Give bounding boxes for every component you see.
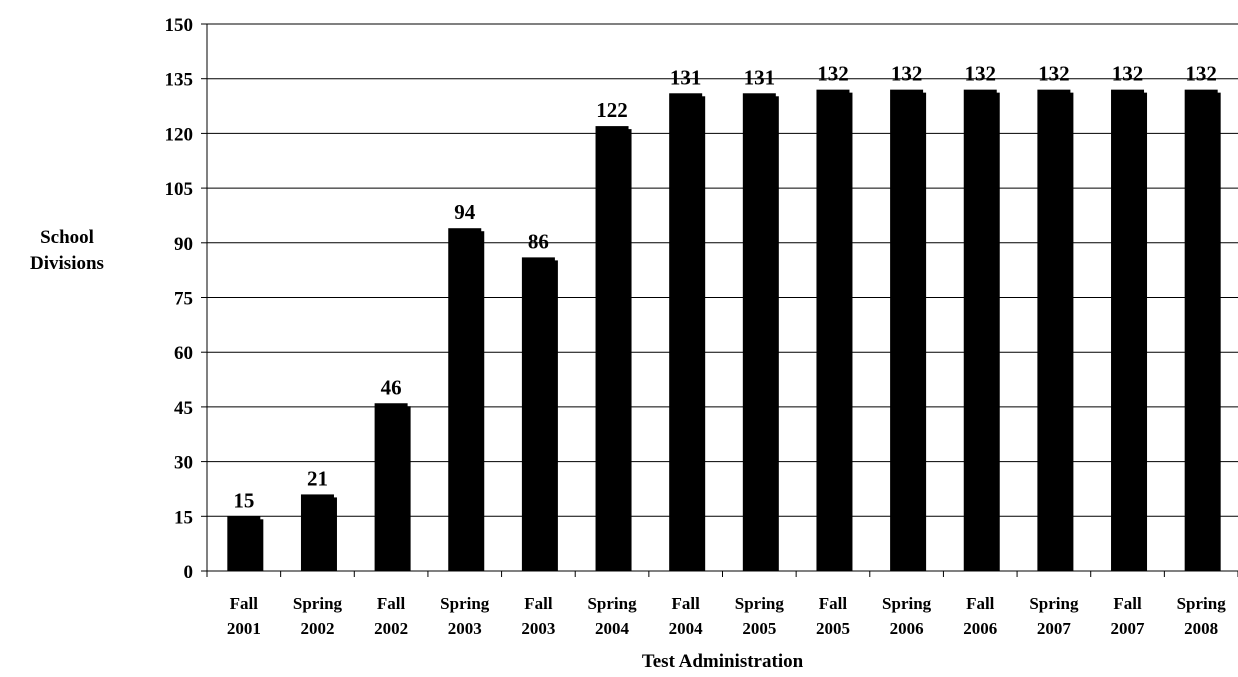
data-label: 46 xyxy=(381,375,402,399)
bar xyxy=(890,89,924,571)
x-tick-label: Fall xyxy=(966,594,995,613)
data-label: 132 xyxy=(1112,62,1144,86)
x-tick-label: Fall xyxy=(524,594,553,613)
y-tick-label: 15 xyxy=(174,507,193,528)
data-label: 132 xyxy=(1185,62,1217,86)
x-tick-label: Fall xyxy=(1113,594,1142,613)
bar xyxy=(669,93,703,571)
data-label: 131 xyxy=(744,65,776,89)
gridlines xyxy=(207,23,1238,517)
data-label: 94 xyxy=(454,200,476,224)
labels: 0 15 30 45 60 75 90 105 120 135 150 15 Fall 2001 21 Spr… xyxy=(165,15,1227,638)
x-tick-label: 2002 xyxy=(300,619,334,638)
x-tick-label: 2004 xyxy=(595,619,630,638)
bar xyxy=(1111,89,1145,571)
x-tick-label: 2003 xyxy=(448,619,482,638)
bar xyxy=(595,126,629,572)
data-label: 132 xyxy=(817,62,849,86)
y-tick-label: 60 xyxy=(174,343,193,364)
x-tick-label: 2005 xyxy=(816,619,850,638)
data-label: 132 xyxy=(891,62,923,86)
x-tick-label: 2003 xyxy=(521,619,555,638)
axes xyxy=(201,23,1238,577)
bar xyxy=(1184,89,1218,571)
x-tick-label: Fall xyxy=(377,594,406,613)
bar xyxy=(521,257,555,571)
bars xyxy=(227,89,1221,572)
x-tick-label: 2006 xyxy=(890,619,924,638)
data-label: 21 xyxy=(307,466,328,490)
x-tick-label: Spring xyxy=(440,594,490,613)
x-tick-label: Fall xyxy=(230,594,259,613)
x-tick-label: 2001 xyxy=(227,619,261,638)
x-tick-label: 2006 xyxy=(963,619,997,638)
x-tick-label: 2005 xyxy=(742,619,776,638)
y-tick-label: 150 xyxy=(165,15,194,36)
bar xyxy=(300,494,334,571)
x-tick-label: Spring xyxy=(587,594,637,613)
x-tick-label: 2002 xyxy=(374,619,408,638)
y-tick-label: 135 xyxy=(165,70,194,91)
y-tick-label: 105 xyxy=(165,179,194,200)
x-tick-label: Fall xyxy=(672,594,701,613)
x-tick-label: Spring xyxy=(735,594,785,613)
data-label: 132 xyxy=(1038,62,1070,86)
y-tick-label: 30 xyxy=(174,453,193,474)
y-tick-label: 0 xyxy=(184,562,194,583)
x-tick-label: Fall xyxy=(819,594,848,613)
bar xyxy=(1037,89,1071,571)
data-label: 131 xyxy=(670,65,702,89)
y-tick-label: 120 xyxy=(165,124,194,145)
y-axis-title: School Divisions xyxy=(30,227,104,274)
x-axis-title: Test Administration xyxy=(642,651,804,672)
bar xyxy=(742,93,776,571)
data-label: 132 xyxy=(965,62,997,86)
x-tick-label: 2007 xyxy=(1111,619,1146,638)
bar xyxy=(816,89,850,571)
y-tick-label: 90 xyxy=(174,234,193,255)
y-tick-label: 45 xyxy=(174,398,193,419)
bar xyxy=(227,516,261,571)
x-tick-label: Spring xyxy=(882,594,932,613)
x-tick-label: Spring xyxy=(1029,594,1079,613)
x-tick-label: 2008 xyxy=(1184,619,1218,638)
bar xyxy=(963,89,997,571)
x-tick-label: 2004 xyxy=(669,619,704,638)
y-tick-label: 75 xyxy=(174,289,193,310)
x-tick-label: Spring xyxy=(293,594,343,613)
data-label: 122 xyxy=(596,98,628,122)
x-tick-label: Spring xyxy=(1177,594,1227,613)
data-label: 15 xyxy=(233,488,254,512)
bar xyxy=(448,228,482,572)
bar xyxy=(374,403,408,571)
data-label: 86 xyxy=(528,229,549,253)
x-tick-label: 2007 xyxy=(1037,619,1072,638)
